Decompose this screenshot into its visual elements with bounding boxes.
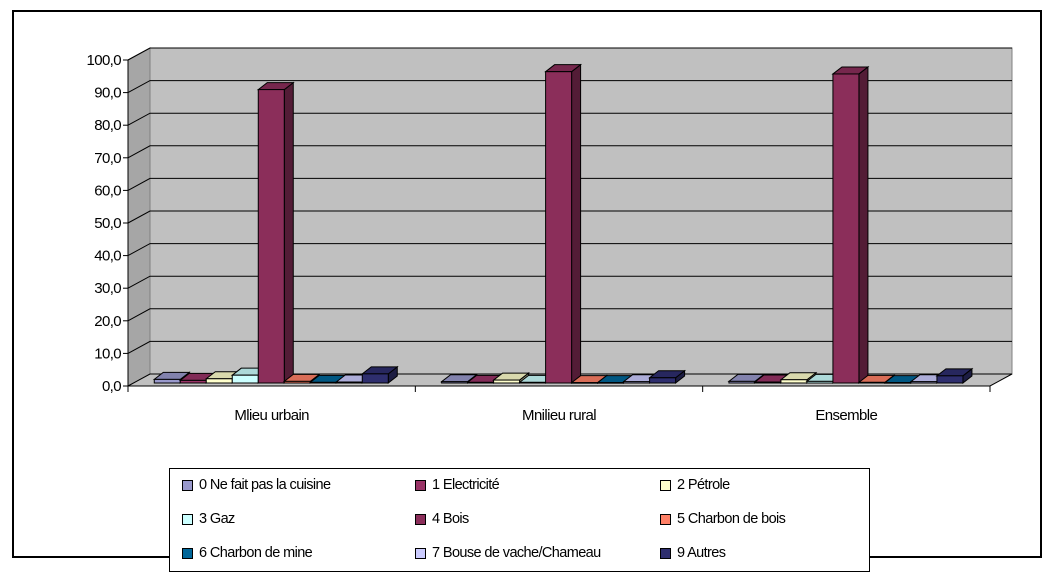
gridline bbox=[127, 112, 1012, 126]
bar-side bbox=[283, 81, 294, 385]
chart-plot: 0,0 10,0 20,0 30,0 40,0 50,0 60,0 70,0 80,0 90,0 1… bbox=[86, 47, 1013, 424]
bar bbox=[648, 369, 687, 385]
gridline bbox=[127, 80, 1012, 94]
bar-front bbox=[335, 381, 363, 384]
bar-front bbox=[179, 379, 207, 384]
gridline bbox=[127, 243, 1012, 257]
bar bbox=[360, 365, 399, 385]
legend-item: 3 Gaz bbox=[182, 509, 235, 529]
legend-swatch bbox=[182, 547, 193, 559]
legend-label: 9 Autres bbox=[677, 545, 726, 561]
gridline bbox=[127, 340, 1012, 354]
y-tick-label: 60,0 bbox=[94, 182, 121, 199]
legend-item: 5 Charbon de bois bbox=[660, 509, 786, 529]
gridline bbox=[127, 308, 1012, 322]
bar-front bbox=[153, 378, 181, 384]
legend-item: 7 Bouse de vache/Chameau bbox=[415, 543, 601, 563]
gridline bbox=[127, 177, 1012, 191]
y-tick-label: 70,0 bbox=[94, 150, 121, 167]
legend-item: 0 Ne fait pas la cuisine bbox=[182, 475, 331, 495]
bar-front bbox=[884, 382, 912, 384]
bar bbox=[256, 81, 295, 385]
x-tick-label: Ensemble bbox=[815, 407, 877, 424]
legend-item: 6 Charbon de mine bbox=[182, 543, 313, 563]
legend-swatch bbox=[415, 547, 426, 559]
y-tick-label: 100,0 bbox=[86, 52, 121, 69]
bar-front bbox=[361, 373, 389, 384]
bar-front bbox=[858, 381, 886, 384]
bar-front bbox=[728, 380, 756, 384]
gridline bbox=[127, 275, 1012, 289]
y-tick-label: 10,0 bbox=[94, 345, 121, 362]
legend-swatch bbox=[182, 479, 193, 491]
legend-label: 4 Bois bbox=[432, 511, 469, 527]
y-tick-label: 80,0 bbox=[94, 117, 121, 134]
legend-swatch bbox=[660, 479, 671, 491]
bar-front bbox=[832, 73, 860, 384]
legend-label: 1 Electricité bbox=[432, 477, 500, 493]
bar-front bbox=[910, 381, 938, 384]
bar-front bbox=[441, 381, 469, 384]
bar-front bbox=[649, 377, 677, 384]
y-tick-label: 20,0 bbox=[94, 313, 121, 330]
legend-swatch bbox=[660, 513, 671, 525]
x-tick-label: Mnilieu rural bbox=[522, 407, 596, 424]
bar-front bbox=[231, 374, 259, 384]
bar-side bbox=[571, 63, 582, 385]
chart-frame: 0,0 10,0 20,0 30,0 40,0 50,0 60,0 70,0 80,0 90,0 1… bbox=[12, 10, 1042, 572]
bar-front bbox=[545, 71, 573, 384]
legend-item: 9 Autres bbox=[660, 543, 726, 563]
gridline bbox=[127, 47, 1012, 61]
bar bbox=[831, 65, 870, 385]
bar-front bbox=[597, 382, 625, 384]
bar-front bbox=[780, 379, 808, 384]
bar-front bbox=[493, 379, 521, 384]
y-tick-label: 50,0 bbox=[94, 215, 121, 232]
gridline bbox=[127, 145, 1012, 159]
bar-front bbox=[283, 380, 311, 384]
legend-item: 4 Bois bbox=[415, 509, 469, 529]
y-tick-label: 30,0 bbox=[94, 280, 121, 297]
bar-front bbox=[519, 381, 547, 384]
legend-label: 3 Gaz bbox=[199, 511, 235, 527]
legend: 0 Ne fait pas la cuisine 1 Electricité 2 P… bbox=[169, 468, 870, 572]
legend-swatch bbox=[415, 513, 426, 525]
legend-swatch bbox=[415, 479, 426, 491]
legend-swatch bbox=[182, 513, 193, 525]
bar-side bbox=[858, 65, 869, 385]
bar-front bbox=[754, 381, 782, 384]
bars bbox=[152, 63, 974, 385]
legend-swatch bbox=[660, 547, 671, 559]
y-tick-label: 90,0 bbox=[94, 85, 121, 102]
bar-front bbox=[806, 380, 834, 384]
bar-front bbox=[257, 89, 285, 384]
bar-front bbox=[467, 381, 495, 384]
legend-item: 1 Electricité bbox=[415, 475, 500, 495]
bar bbox=[935, 367, 974, 385]
bar-front bbox=[623, 381, 651, 384]
bar-front bbox=[309, 381, 337, 384]
legend-item: 2 Pétrole bbox=[660, 475, 730, 495]
legend-label: 6 Charbon de mine bbox=[199, 545, 313, 561]
legend-label: 7 Bouse de vache/Chameau bbox=[432, 545, 601, 561]
x-tick-label: Mlieu urbain bbox=[234, 407, 309, 424]
x-axis: Mlieu urbain Mnilieu rural Ensemble bbox=[127, 386, 991, 424]
bar-front bbox=[205, 378, 233, 384]
legend-label: 0 Ne fait pas la cuisine bbox=[199, 477, 331, 493]
bar-front bbox=[571, 382, 599, 384]
y-tick-label: 0,0 bbox=[102, 378, 121, 395]
y-tick-label: 40,0 bbox=[94, 248, 121, 265]
bar bbox=[544, 63, 583, 385]
legend-label: 5 Charbon de bois bbox=[677, 511, 786, 527]
gridline bbox=[127, 210, 1012, 224]
bar-front bbox=[936, 375, 964, 384]
y-axis: 0,0 10,0 20,0 30,0 40,0 50,0 60,0 70,0 80,0 90,0 1… bbox=[86, 47, 1012, 395]
legend-label: 2 Pétrole bbox=[677, 477, 730, 493]
